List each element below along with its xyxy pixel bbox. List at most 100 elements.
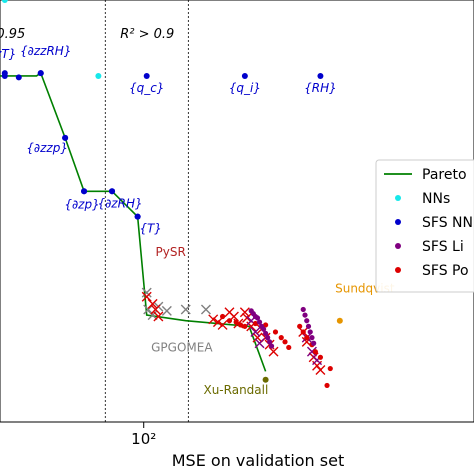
sfs-poly-point bbox=[317, 354, 324, 360]
gpgomea-cross bbox=[147, 310, 158, 321]
nn-point bbox=[95, 72, 102, 79]
sfs-poly-cross bbox=[268, 346, 279, 357]
legend-label: Pareto bbox=[422, 167, 467, 183]
nn-point bbox=[1, 0, 8, 3]
sfs-nn-labeled-point bbox=[81, 188, 88, 195]
x-axis: 10² bbox=[131, 422, 156, 448]
gpgomea-cross bbox=[141, 287, 152, 298]
method-label: GPGOMEA bbox=[151, 341, 213, 355]
sfs-nn-point-label: {∂zzp} bbox=[26, 141, 68, 155]
legend-box bbox=[375, 159, 474, 293]
sfs-poly-point bbox=[312, 349, 318, 355]
sfs-nn-point-label: {RH} bbox=[304, 81, 337, 95]
sfs-poly-cross bbox=[239, 307, 250, 318]
sfs-poly-cross bbox=[153, 311, 164, 322]
sfs-lin-point bbox=[256, 319, 263, 325]
sfs-poly-point bbox=[304, 335, 310, 341]
sfs-poly-point bbox=[286, 344, 292, 351]
pareto-front-line bbox=[0, 71, 267, 372]
sundqvist-point bbox=[336, 317, 343, 324]
sfs-nn-labeled-point bbox=[109, 188, 116, 195]
sfs-lin-point bbox=[263, 330, 269, 336]
sfs-lin-point bbox=[254, 315, 261, 321]
sfs-nn-point-label: {∂zRH} bbox=[97, 196, 142, 210]
sfs-poly-cross bbox=[212, 317, 223, 328]
sfs-poly-point bbox=[324, 382, 330, 389]
legend-swatch-dot bbox=[395, 219, 401, 225]
sfs-nn-labeled-point bbox=[62, 134, 69, 141]
legend-label: SFS Li bbox=[422, 239, 464, 255]
sfs-poly-point bbox=[263, 322, 269, 328]
sfs-nn-point-label: {q_i} bbox=[229, 81, 261, 95]
legend-label: SFS Po bbox=[422, 263, 469, 279]
legend-swatch-dot bbox=[395, 267, 401, 273]
gpgomea-cross bbox=[143, 304, 154, 315]
legend-swatch-dot bbox=[395, 243, 401, 249]
sfs-lin-point bbox=[311, 340, 317, 346]
sfs-poly-point bbox=[252, 320, 259, 327]
sfs-lin-point bbox=[302, 312, 308, 318]
sfs-poly-point bbox=[233, 319, 239, 325]
sfs-lin-cross bbox=[306, 346, 317, 357]
sfs-poly-point bbox=[300, 329, 306, 335]
sfs-lin-point bbox=[309, 335, 315, 341]
sfs-nn-point bbox=[15, 74, 22, 81]
sfs-poly-cross bbox=[252, 332, 263, 343]
sfs-poly-point bbox=[219, 313, 226, 320]
sfs-poly-point bbox=[242, 323, 248, 329]
sfs-nn-point-label: {q_c} bbox=[129, 81, 164, 95]
sfs-nn-labeled-point bbox=[1, 72, 8, 79]
sfs-poly-point bbox=[278, 335, 284, 341]
sfs-nn-point-label: {∂zzRH} bbox=[20, 44, 71, 58]
legend: Pareto NNs SFS NN SFS Li SFS Po bbox=[375, 159, 474, 293]
sfs-poly-cross bbox=[150, 304, 161, 315]
xu-randall-point bbox=[262, 376, 269, 383]
sfs-poly-point bbox=[237, 322, 244, 328]
sfs-lin-point bbox=[307, 329, 313, 335]
sfs-lin-point bbox=[266, 339, 273, 345]
gpgomea-cross bbox=[180, 304, 191, 315]
sfs-poly-cross bbox=[141, 291, 152, 302]
legend-swatch-dot bbox=[395, 195, 401, 201]
sfs-poly-point bbox=[282, 339, 288, 345]
region-label-0: R² > 0.95 bbox=[0, 27, 25, 42]
sfs-nn-labeled-point bbox=[134, 213, 141, 220]
method-label: Xu-Randall bbox=[203, 383, 268, 397]
sfs-lin-point bbox=[304, 318, 310, 324]
sfs-nn-labeled-point bbox=[317, 72, 324, 79]
sfs-nn-point-label: {T} bbox=[139, 222, 162, 236]
legend-label: NNs bbox=[422, 191, 450, 207]
gpgomea-cross bbox=[200, 304, 211, 315]
sfs-lin-point bbox=[300, 306, 306, 313]
sfs-lin-point bbox=[265, 335, 271, 341]
sfs-poly-point bbox=[226, 318, 233, 324]
sfs-lin-point bbox=[305, 323, 312, 329]
point-labels: {∂zT} {∂zzRH} {∂zzp} {∂zp}{∂zRH} {T} {q_c} {q_… bbox=[0, 44, 337, 235]
sfs-poly-point bbox=[272, 329, 279, 335]
sfs-lin-cross bbox=[254, 338, 265, 349]
gpgomea-cross bbox=[161, 305, 172, 316]
sfs-nn-labeled-point bbox=[143, 72, 150, 79]
legend-label: SFS NN bbox=[422, 215, 473, 231]
sfs-nn-point-label: {∂zp} bbox=[64, 197, 99, 211]
region-lines: R² > 0.95 R² > 0.9 bbox=[0, 0, 189, 422]
method-label: PySR bbox=[156, 245, 186, 259]
sfs-poly-cross bbox=[217, 319, 228, 330]
sfs-poly-cross bbox=[242, 312, 253, 323]
sfs-poly-point bbox=[297, 323, 303, 329]
sfs-lin-point bbox=[261, 326, 267, 332]
x-axis-label: MSE on validation set bbox=[172, 451, 344, 470]
pareto-polyline bbox=[0, 71, 267, 372]
sfs-lin-point bbox=[268, 343, 275, 349]
region-label-1: R² > 0.9 bbox=[120, 27, 174, 42]
sfs-lin-cross bbox=[250, 326, 261, 337]
data-marks bbox=[1, 0, 343, 389]
sfs-nn-labeled-point bbox=[37, 70, 44, 77]
sfs-poly-cross bbox=[147, 298, 158, 309]
sfs-nn-labeled-point bbox=[241, 72, 248, 79]
sfs-poly-cross bbox=[208, 314, 219, 325]
sfs-poly-point bbox=[327, 365, 333, 372]
x-tick-label: 10² bbox=[131, 430, 156, 448]
sfs-poly-cross bbox=[315, 364, 326, 375]
